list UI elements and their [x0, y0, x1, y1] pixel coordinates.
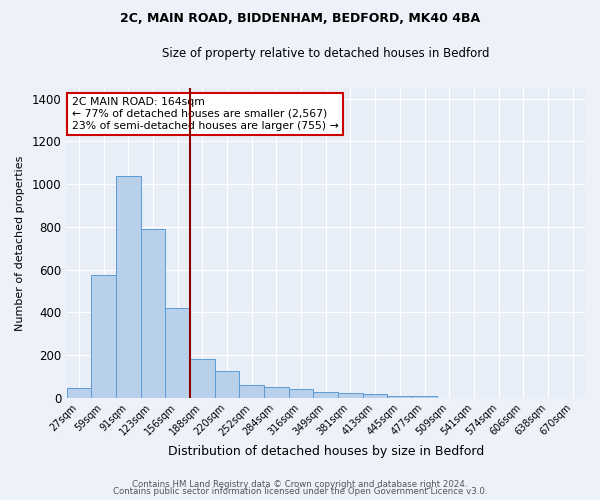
Bar	[215, 371, 239, 398]
Title: Size of property relative to detached houses in Bedford: Size of property relative to detached ho…	[162, 48, 490, 60]
Bar	[67, 388, 91, 398]
Bar	[116, 176, 140, 398]
Bar	[190, 358, 215, 398]
Bar	[412, 396, 437, 398]
Bar	[338, 393, 363, 398]
Bar	[264, 387, 289, 398]
Bar	[388, 396, 412, 398]
Bar	[289, 388, 313, 398]
Text: 2C, MAIN ROAD, BIDDENHAM, BEDFORD, MK40 4BA: 2C, MAIN ROAD, BIDDENHAM, BEDFORD, MK40 …	[120, 12, 480, 26]
Y-axis label: Number of detached properties: Number of detached properties	[15, 155, 25, 330]
Text: Contains HM Land Registry data © Crown copyright and database right 2024.: Contains HM Land Registry data © Crown c…	[132, 480, 468, 489]
Text: 2C MAIN ROAD: 164sqm
← 77% of detached houses are smaller (2,567)
23% of semi-de: 2C MAIN ROAD: 164sqm ← 77% of detached h…	[72, 98, 338, 130]
Bar	[239, 386, 264, 398]
Text: Contains public sector information licensed under the Open Government Licence v3: Contains public sector information licen…	[113, 488, 487, 496]
Bar	[166, 308, 190, 398]
Bar	[313, 392, 338, 398]
Bar	[91, 275, 116, 398]
Bar	[363, 394, 388, 398]
Bar	[140, 229, 166, 398]
X-axis label: Distribution of detached houses by size in Bedford: Distribution of detached houses by size …	[167, 444, 484, 458]
